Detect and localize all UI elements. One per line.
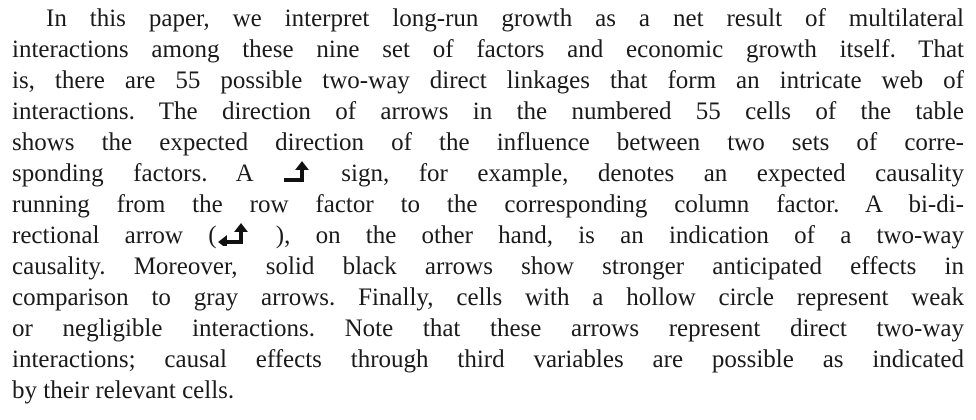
text-line: or negligible interactions. Note that th… [12, 315, 964, 342]
arrow-icon [283, 161, 309, 182]
text-segment: sponding factors. A [12, 160, 253, 187]
text-segment: rectional arrow ( [12, 222, 217, 249]
text-line: sponding factors. A sign, for example, d… [12, 159, 964, 189]
text-line: interactions. The direction of arrows in… [12, 98, 964, 125]
text-line: interactions among these nine set of fac… [12, 36, 964, 63]
text-line: interactions; causal effects through thi… [12, 346, 964, 373]
text-line: shows the expected direction of the infl… [12, 129, 964, 156]
text-line: is, there are 55 possible two-way direct… [12, 67, 964, 94]
text-line: by their relevant cells. [12, 377, 235, 404]
text-line: rectional arrow ( ), on the other hand, … [12, 221, 964, 251]
text-segment: ), on the other hand, is an indication o… [275, 222, 964, 249]
text-line: In this paper, we interpret long-run gro… [46, 5, 964, 32]
bidirectional-arrow-icon [217, 223, 248, 246]
text-segment: sign, for example, denotes an expected c… [341, 160, 965, 187]
text-line: causality. Moreover, solid black arrows … [12, 253, 964, 280]
text-line: running from the row factor to the corre… [12, 191, 964, 218]
text-line: comparison to gray arrows. Finally, cell… [12, 284, 964, 311]
